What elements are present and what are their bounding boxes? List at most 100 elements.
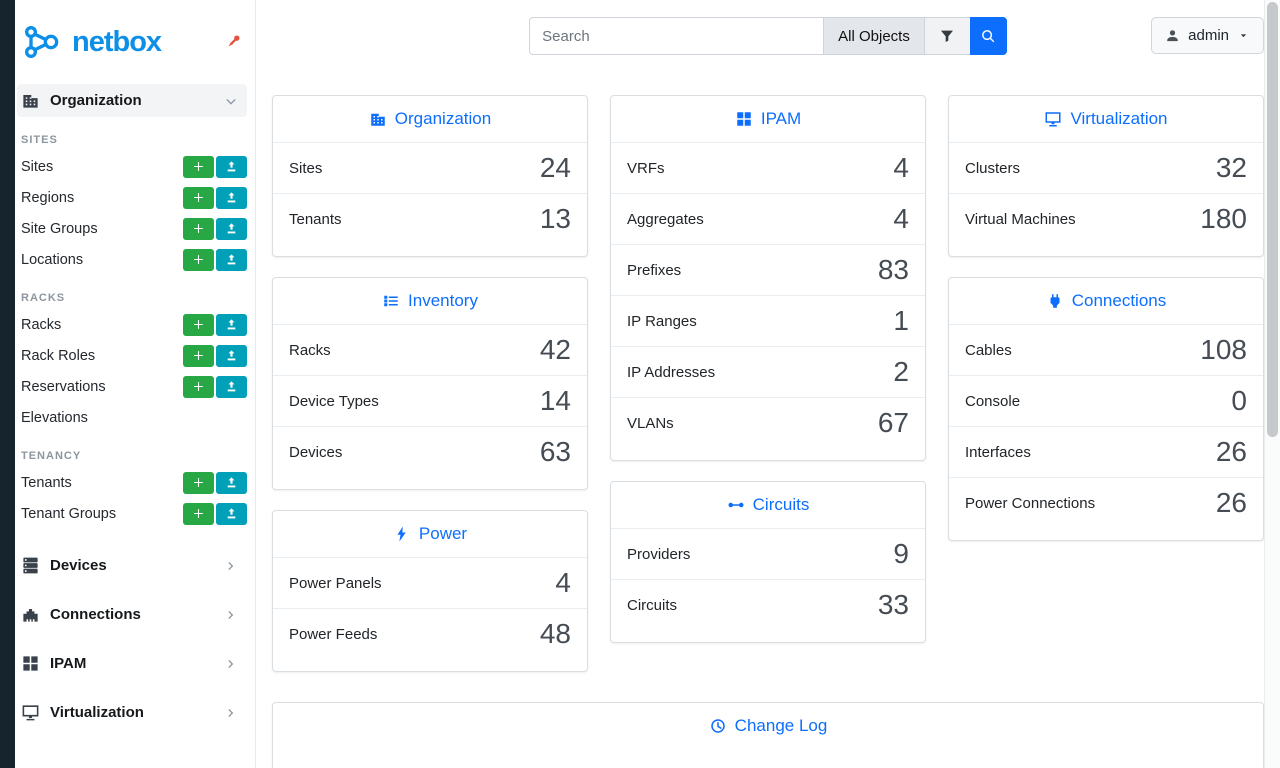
sidebar-group-label: Devices — [50, 557, 107, 574]
import-button[interactable] — [216, 375, 247, 398]
object-type-dropdown[interactable]: All Objects — [823, 17, 925, 55]
scrollbar-thumb[interactable] — [1267, 2, 1278, 437]
stat-label-console[interactable]: Console — [965, 392, 1021, 410]
sidebar-item-label: Elevations — [21, 409, 88, 426]
sidebar-group-label: Connections — [50, 606, 141, 623]
stat-label-vlans[interactable]: VLANs — [627, 414, 674, 432]
add-button[interactable] — [183, 313, 214, 336]
sidebar-item-tenants[interactable]: Tenants — [17, 467, 247, 498]
add-button[interactable] — [183, 155, 214, 178]
item-actions — [183, 217, 247, 240]
stat-label-interfaces[interactable]: Interfaces — [965, 443, 1031, 461]
stat-label-power-panels[interactable]: Power Panels — [289, 574, 382, 592]
stat-label-ip-addresses[interactable]: IP Addresses — [627, 363, 716, 381]
sidebar-group-organization[interactable]: Organization — [17, 84, 247, 117]
stat-label-tenants[interactable]: Tenants — [289, 210, 342, 228]
monitor-icon — [1044, 110, 1062, 128]
stat-row: Cables 108 — [949, 324, 1263, 375]
import-button[interactable] — [216, 313, 247, 336]
sidebar-group-devices[interactable]: Devices — [17, 541, 247, 590]
stat-row: Prefixes 83 — [611, 244, 925, 295]
stat-value-device-types: 14 — [539, 385, 571, 416]
plus-icon — [192, 507, 205, 520]
add-button[interactable] — [183, 502, 214, 525]
import-button[interactable] — [216, 186, 247, 209]
sidebar-item-elevations[interactable]: Elevations — [17, 402, 247, 433]
import-button[interactable] — [216, 344, 247, 367]
add-button[interactable] — [183, 344, 214, 367]
stat-label-racks[interactable]: Racks — [289, 341, 331, 359]
sidebar-item-reservations[interactable]: Reservations — [17, 371, 247, 402]
card-connections: Connections Cables 108 Console 0 Interfa… — [948, 277, 1264, 541]
user-menu-button[interactable]: admin — [1151, 17, 1264, 54]
page-scrollbar[interactable] — [1264, 0, 1280, 768]
stat-label-power-connections[interactable]: Power Connections — [965, 494, 1096, 512]
upload-icon — [225, 507, 238, 520]
stat-label-providers[interactable]: Providers — [627, 545, 691, 563]
stat-label-ip-ranges[interactable]: IP Ranges — [627, 312, 697, 330]
card-header: IPAM — [611, 96, 925, 142]
sidebar-group-virtualization[interactable]: Virtualization — [17, 688, 247, 737]
stat-label-aggregates[interactable]: Aggregates — [627, 210, 704, 228]
import-button[interactable] — [216, 248, 247, 271]
stat-value-devices: 63 — [539, 436, 571, 467]
stat-row: Racks 42 — [273, 324, 587, 375]
stat-value-power-panels: 4 — [555, 567, 571, 598]
card-title: Circuits — [752, 495, 810, 514]
sidebar-item-rack-roles[interactable]: Rack Roles — [17, 340, 247, 371]
stat-label-clusters[interactable]: Clusters — [965, 159, 1021, 177]
sidebar-item-regions[interactable]: Regions — [17, 182, 247, 213]
stat-label-devices[interactable]: Devices — [289, 443, 343, 461]
stat-row: IP Ranges 1 — [611, 295, 925, 346]
stat-label-power-feeds[interactable]: Power Feeds — [289, 625, 378, 643]
stat-label-circuits[interactable]: Circuits — [627, 596, 678, 614]
card-title: Virtualization — [1070, 109, 1168, 128]
add-button[interactable] — [183, 217, 214, 240]
upload-icon — [225, 318, 238, 331]
sidebar-item-tenant-groups[interactable]: Tenant Groups — [17, 498, 247, 529]
upload-icon — [225, 191, 238, 204]
section-label-sites: SITES — [21, 134, 58, 146]
card-title: Change Log — [734, 716, 828, 735]
add-button[interactable] — [183, 375, 214, 398]
stat-label-cables[interactable]: Cables — [965, 341, 1012, 359]
filter-button[interactable] — [923, 17, 971, 55]
import-button[interactable] — [216, 155, 247, 178]
add-button[interactable] — [183, 186, 214, 209]
grid-icon — [735, 110, 753, 128]
plus-icon — [192, 476, 205, 489]
search-input[interactable] — [529, 17, 825, 55]
sidebar-item-racks[interactable]: Racks — [17, 309, 247, 340]
add-button[interactable] — [183, 471, 214, 494]
card-circuits: Circuits Providers 9 Circuits 33 — [610, 481, 926, 643]
cards-column-1: Organization Sites 24 Tenants 13 Invento… — [272, 95, 588, 672]
sidebar-item-locations[interactable]: Locations — [17, 244, 247, 275]
stat-value-power-connections: 26 — [1215, 487, 1247, 518]
upload-icon — [225, 253, 238, 266]
main-content: All Objects admin Organization Sites — [256, 0, 1280, 768]
import-button[interactable] — [216, 502, 247, 525]
import-button[interactable] — [216, 471, 247, 494]
card-title: Connections — [1071, 291, 1167, 310]
server-icon — [21, 556, 40, 575]
stat-row: IP Addresses 2 — [611, 346, 925, 397]
brand-wordmark: netbox — [72, 25, 162, 58]
sidebar-group-connections[interactable]: Connections — [17, 590, 247, 639]
card-ipam: IPAM VRFs 4 Aggregates 4 Prefixes 83 IP … — [610, 95, 926, 461]
stat-label-device-types[interactable]: Device Types — [289, 392, 379, 410]
plus-icon — [192, 349, 205, 362]
sidebar-item-label: Site Groups — [21, 220, 98, 237]
search-submit-button[interactable] — [969, 17, 1007, 55]
stat-label-virtual-machines[interactable]: Virtual Machines — [965, 210, 1076, 228]
sidebar-group-ipam[interactable]: IPAM — [17, 639, 247, 688]
pin-sidebar-icon[interactable] — [223, 32, 243, 52]
card-title: Power — [418, 524, 468, 543]
sidebar-item-site-groups[interactable]: Site Groups — [17, 213, 247, 244]
import-button[interactable] — [216, 217, 247, 240]
stat-label-prefixes[interactable]: Prefixes — [627, 261, 682, 279]
stat-label-sites[interactable]: Sites — [289, 159, 323, 177]
section-label-racks: RACKS — [21, 292, 66, 304]
add-button[interactable] — [183, 248, 214, 271]
sidebar-item-sites[interactable]: Sites — [17, 151, 247, 182]
stat-label-vrfs[interactable]: VRFs — [627, 159, 665, 177]
